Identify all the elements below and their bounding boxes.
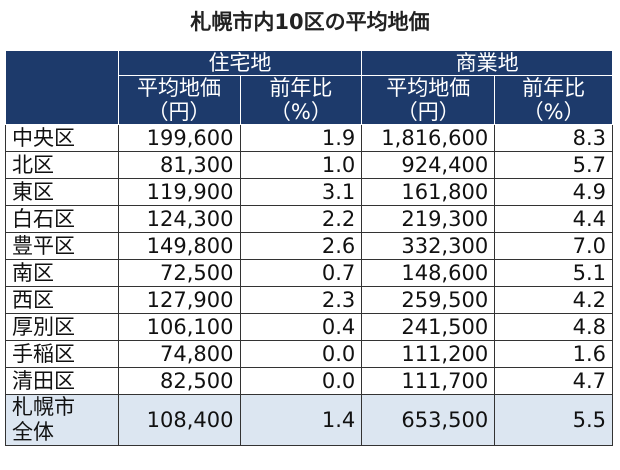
column-header: 平均地価 （円） (117, 75, 241, 125)
table-cell: 259,500 (361, 286, 496, 314)
table-cell: 1.4 (239, 394, 363, 446)
column-header-line: 前年比 (522, 76, 586, 100)
row-label: 札幌市 全体 (5, 394, 119, 446)
table-row: 東区 119,900 3.1 161,800 4.9 (5, 178, 613, 206)
row-label: 北区 (5, 151, 119, 179)
table-row: 厚別区 106,100 0.4 241,500 4.8 (5, 313, 613, 341)
table: 住宅地 商業地 平均地価 （円） 前年比 （%） 平均地価 （円） 前年比 （%） 中央区 19… (5, 50, 613, 446)
table-cell: 74,800 (117, 340, 241, 368)
table-cell: 106,100 (117, 313, 241, 341)
column-header: 平均地価 （円） (361, 75, 496, 125)
title: 札幌市内10区の平均地価 (190, 10, 430, 34)
table-cell: 653,500 (361, 394, 496, 446)
row-label: 厚別区 (5, 313, 119, 341)
row-label: 手稲区 (5, 340, 119, 368)
table-row: 中央区 199,600 1.9 1,816,600 8.3 (5, 124, 613, 152)
column-header-line: 平均地価 (137, 76, 222, 100)
table-cell: 1,816,600 (361, 124, 496, 152)
table-cell: 4.7 (494, 367, 613, 395)
column-header: 前年比 （%） (239, 75, 363, 125)
table-cell: 82,500 (117, 367, 241, 395)
table-cell: 7.0 (494, 232, 613, 260)
column-header-line: （円） (396, 100, 460, 124)
table-header: 住宅地 商業地 平均地価 （円） 前年比 （%） 平均地価 （円） 前年比 （%） (5, 50, 613, 125)
table-cell: 149,800 (117, 232, 241, 260)
column-header-line: （%） (269, 100, 332, 124)
column-header-row: 平均地価 （円） 前年比 （%） 平均地価 （円） 前年比 （%） (6, 75, 613, 125)
table-cell: 127,900 (117, 286, 241, 314)
table-cell: 1.6 (494, 340, 613, 368)
table-cell: 72,500 (117, 259, 241, 287)
table-cell: 124,300 (117, 205, 241, 233)
table-cell: 2.2 (239, 205, 363, 233)
table-row: 北区 81,300 1.0 924,400 5.7 (5, 151, 613, 179)
table-cell: 0.0 (239, 367, 363, 395)
row-label: 西区 (5, 286, 119, 314)
row-label-line: 札幌市 (12, 395, 75, 419)
table-cell: 119,900 (117, 178, 241, 206)
table-cell: 199,600 (117, 124, 241, 152)
table-row: 南区 72,500 0.7 148,600 5.1 (5, 259, 613, 287)
column-header-line: 平均地価 (386, 76, 471, 100)
row-label: 南区 (5, 259, 119, 287)
row-label: 清田区 (5, 367, 119, 395)
table-cell: 4.9 (494, 178, 613, 206)
table-row: 白石区 124,300 2.2 219,300 4.4 (5, 205, 613, 233)
table-row: 豊平区 149,800 2.6 332,300 7.0 (5, 232, 613, 260)
table-cell: 161,800 (361, 178, 496, 206)
group-header: 商業地 (361, 50, 613, 76)
table-cell: 81,300 (117, 151, 241, 179)
column-header-line: （%） (522, 100, 585, 124)
table-cell: 148,600 (361, 259, 496, 287)
table-row: 清田区 82,500 0.0 111,700 4.7 (5, 367, 613, 395)
group-header: 住宅地 (117, 50, 363, 76)
corner-cell (5, 50, 119, 125)
table-cell: 1.9 (239, 124, 363, 152)
table-cell: 4.4 (494, 205, 613, 233)
row-label: 中央区 (5, 124, 119, 152)
table-body: 中央区 199,600 1.9 1,816,600 8.3 北区 81,300 1.0 924,… (5, 124, 613, 446)
table-cell: 2.3 (239, 286, 363, 314)
table-cell: 0.0 (239, 340, 363, 368)
row-label: 白石区 (5, 205, 119, 233)
table-row: 西区 127,900 2.3 259,500 4.2 (5, 286, 613, 314)
table-cell: 5.1 (494, 259, 613, 287)
table-cell: 5.5 (494, 394, 613, 446)
table-cell: 111,700 (361, 367, 496, 395)
table-cell: 332,300 (361, 232, 496, 260)
table-cell: 241,500 (361, 313, 496, 341)
column-header-line: 前年比 (269, 76, 333, 100)
table-cell: 5.7 (494, 151, 613, 179)
table-cell: 924,400 (361, 151, 496, 179)
table-cell: 1.0 (239, 151, 363, 179)
column-header: 前年比 （%） (494, 75, 613, 125)
table-cell: 4.8 (494, 313, 613, 341)
table-cell: 8.3 (494, 124, 613, 152)
table-cell: 2.6 (239, 232, 363, 260)
table-cell: 219,300 (361, 205, 496, 233)
table-cell: 108,400 (117, 394, 241, 446)
table-cell: 3.1 (239, 178, 363, 206)
table-cell: 4.2 (494, 286, 613, 314)
table-cell: 0.4 (239, 313, 363, 341)
row-label: 東区 (5, 178, 119, 206)
total-row: 札幌市 全体 108,400 1.4 653,500 5.5 (5, 394, 613, 446)
row-label-line: 全体 (12, 420, 54, 444)
table-cell: 0.7 (239, 259, 363, 287)
row-label: 豊平区 (5, 232, 119, 260)
column-header-line: （円） (147, 100, 211, 124)
table-row: 手稲区 74,800 0.0 111,200 1.6 (5, 340, 613, 368)
table-cell: 111,200 (361, 340, 496, 368)
